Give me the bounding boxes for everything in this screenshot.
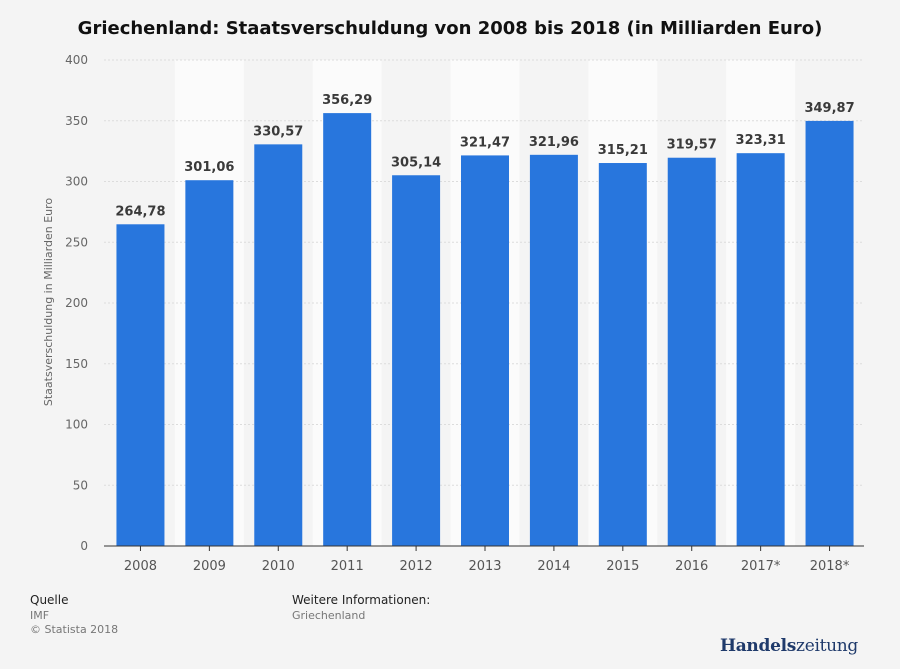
bar[interactable] <box>667 157 716 546</box>
bar[interactable] <box>598 163 647 547</box>
value-label: 315,21 <box>598 143 648 158</box>
x-tick-label: 2017* <box>741 559 781 574</box>
x-tick-label: 2016 <box>675 559 708 574</box>
brand-logo-part2: zeitung <box>796 636 858 656</box>
brand-logo[interactable]: Handelszeitung <box>720 636 858 656</box>
bar[interactable] <box>185 180 234 546</box>
value-label: 264,78 <box>115 204 165 219</box>
x-tick-label: 2011 <box>331 559 364 574</box>
value-label: 330,57 <box>253 124 303 139</box>
y-tick-label: 0 <box>80 539 88 553</box>
bar[interactable] <box>116 224 165 546</box>
value-label: 305,14 <box>391 155 441 170</box>
y-tick-label: 50 <box>73 478 88 492</box>
y-tick-label: 300 <box>65 175 88 189</box>
chart-title: Griechenland: Staatsverschuldung von 200… <box>77 18 823 39</box>
x-tick-label: 2012 <box>400 559 433 574</box>
value-label: 356,29 <box>322 93 372 108</box>
bar[interactable] <box>461 155 509 547</box>
value-label: 323,31 <box>736 133 786 148</box>
y-tick-label: 200 <box>65 296 88 310</box>
y-tick-label: 150 <box>65 357 88 371</box>
bar[interactable] <box>254 144 303 546</box>
info-text: Griechenland <box>292 609 366 622</box>
y-tick-label: 350 <box>65 114 88 128</box>
brand-logo-part1: Handels <box>719 636 797 656</box>
bar[interactable] <box>529 154 578 546</box>
y-tick-label: 250 <box>65 235 88 249</box>
value-label: 319,57 <box>667 138 717 153</box>
info-title: Weitere Informationen: <box>292 593 431 607</box>
source-name: IMF <box>30 609 50 622</box>
source-title: Quelle <box>30 593 69 607</box>
bar[interactable] <box>392 175 441 547</box>
x-tick-label: 2013 <box>468 559 501 574</box>
y-tick-label: 400 <box>65 53 88 67</box>
bar[interactable] <box>323 113 372 546</box>
copyright-text: © Statista 2018 <box>30 623 119 636</box>
x-tick-label: 2010 <box>262 559 295 574</box>
x-tick-label: 2009 <box>193 559 226 574</box>
x-tick-label: 2014 <box>537 559 570 574</box>
bars <box>116 113 854 547</box>
x-tick-label: 2008 <box>124 559 157 574</box>
y-tick-label: 100 <box>65 418 88 432</box>
value-label: 301,06 <box>184 160 234 175</box>
bar[interactable] <box>805 120 854 546</box>
value-labels: 264,78 301,06 330,57 356,29 305,14 321,47 321,… <box>115 93 854 219</box>
y-axis-ticks: 0 50 100 150 200 250 300 350 400 <box>65 53 88 553</box>
bar[interactable] <box>736 153 785 546</box>
x-tick-label: 2015 <box>606 559 639 574</box>
x-axis-ticks: 2008 2009 2010 2011 2012 2013 2014 2015 2016 2017… <box>124 546 850 574</box>
y-axis-label: Staatsverschuldung in Milliarden Euro <box>42 198 55 407</box>
value-label: 321,96 <box>529 135 579 150</box>
x-tick-label: 2018* <box>810 559 850 574</box>
value-label: 349,87 <box>804 101 854 116</box>
value-label: 321,47 <box>460 135 510 150</box>
